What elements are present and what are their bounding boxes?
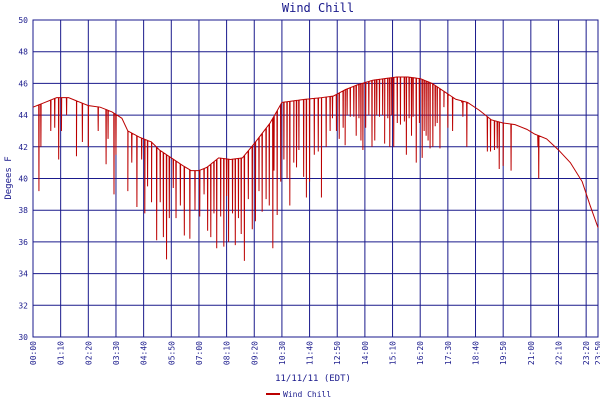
y-tick-label: 46 xyxy=(18,79,28,88)
y-tick-label: 38 xyxy=(18,206,28,215)
x-tick-label: 17:30 xyxy=(444,341,453,365)
x-tick-label: 12:50 xyxy=(333,341,342,365)
x-tick-labels: 00:00 01:10 02:20 03:30 04:40 05:50 07:00 08:10… xyxy=(29,341,600,365)
x-tick-label: 15:10 xyxy=(389,341,398,365)
x-axis-label: 11/11/11 (EDT) xyxy=(275,374,351,384)
x-tick-label: 04:40 xyxy=(140,341,149,365)
y-tick-label: 44 xyxy=(18,111,28,120)
x-tick-label: 03:30 xyxy=(112,341,121,365)
legend: Wind Chill xyxy=(266,390,331,399)
y-tick-label: 48 xyxy=(18,48,28,57)
y-tick-labels: 30 32 34 36 38 40 42 44 46 48 50 xyxy=(18,16,28,342)
x-tick-label: 10:30 xyxy=(278,341,287,365)
y-axis-label: Degees F xyxy=(4,156,14,199)
x-tick-label: 16:20 xyxy=(416,341,425,365)
y-tick-label: 36 xyxy=(18,238,28,247)
x-tick-label: 14:00 xyxy=(361,341,370,365)
x-tick-label: 08:10 xyxy=(223,341,232,365)
series-group xyxy=(32,76,599,261)
legend-label: Wind Chill xyxy=(283,390,331,399)
x-tick-label: 19:50 xyxy=(499,341,508,365)
chart-grid xyxy=(32,19,599,338)
x-tick-label: 00:00 xyxy=(29,341,38,365)
x-tick-label: 09:20 xyxy=(250,341,259,365)
x-tick-label: 22:10 xyxy=(554,341,563,365)
y-tick-label: 34 xyxy=(18,270,28,279)
y-tick-label: 32 xyxy=(18,301,28,310)
x-tick-label: 21:00 xyxy=(527,341,536,365)
y-tick-label: 40 xyxy=(18,175,28,184)
series-line-wind-chill xyxy=(32,76,599,261)
chart-title: Wind Chill xyxy=(282,1,354,15)
x-tick-label: 18:40 xyxy=(472,341,481,365)
y-tick-label: 50 xyxy=(18,16,28,25)
y-tick-label: 30 xyxy=(18,333,28,342)
plot-frame xyxy=(32,19,599,338)
x-tick-label: 01:10 xyxy=(57,341,66,365)
x-tick-label: 07:00 xyxy=(195,341,204,365)
x-tick-label: 23:50 xyxy=(594,341,600,365)
y-tick-label: 42 xyxy=(18,143,28,152)
x-tick-label: 02:20 xyxy=(84,341,93,365)
x-tick-label: 23:20 xyxy=(582,341,591,365)
x-tick-label: 11:40 xyxy=(306,341,315,365)
x-tick-label: 05:50 xyxy=(167,341,176,365)
